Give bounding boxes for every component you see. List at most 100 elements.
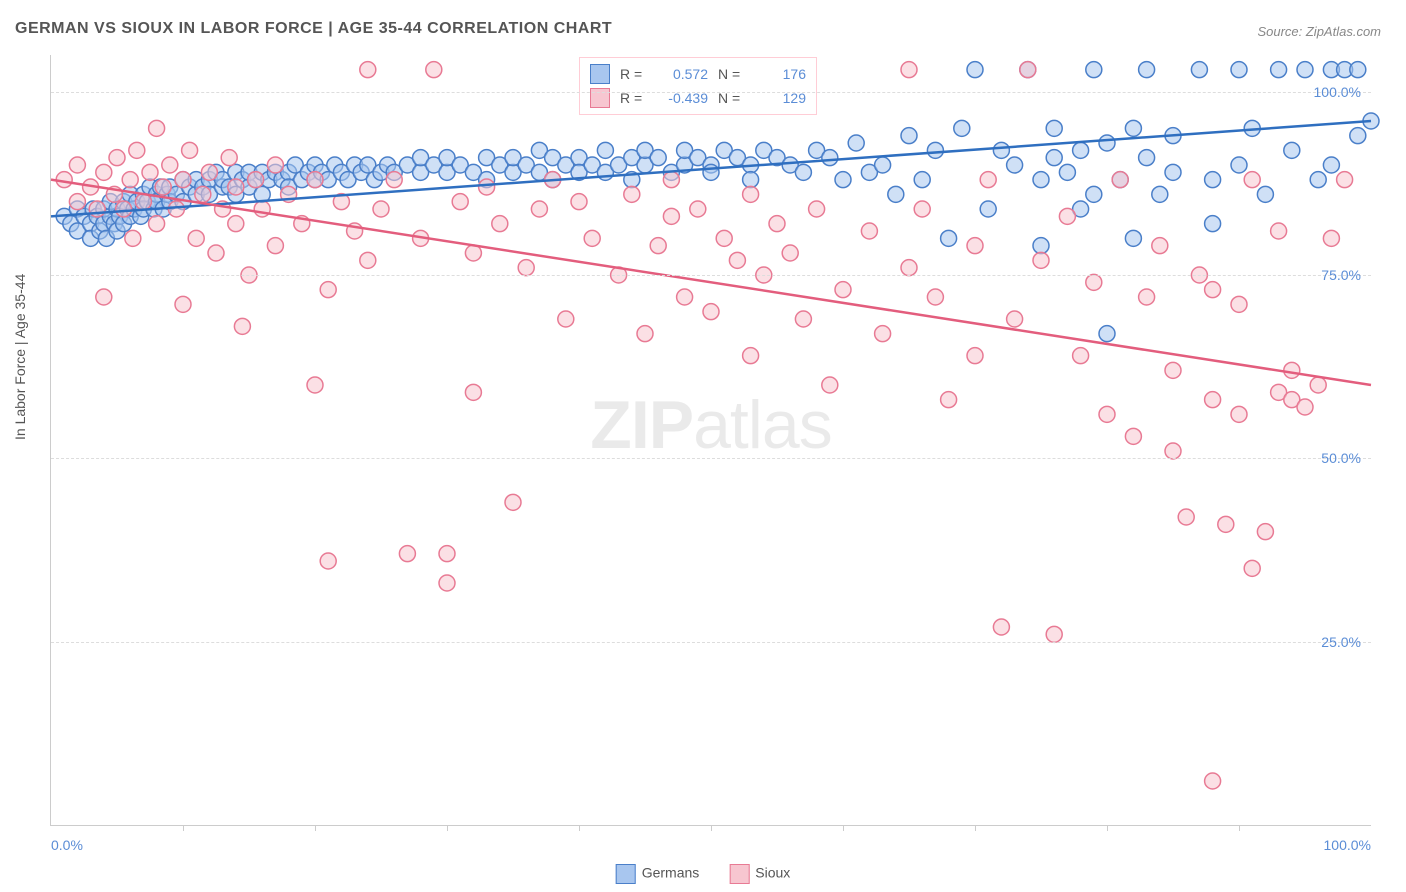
data-point	[1350, 62, 1366, 78]
data-point	[584, 230, 600, 246]
data-point	[1033, 172, 1049, 188]
data-point	[1046, 120, 1062, 136]
data-point	[558, 311, 574, 327]
data-point	[399, 546, 415, 562]
data-point	[1271, 223, 1287, 239]
data-point	[1007, 311, 1023, 327]
data-point	[96, 164, 112, 180]
data-point	[109, 150, 125, 166]
data-point	[125, 230, 141, 246]
data-point	[743, 186, 759, 202]
data-point	[439, 575, 455, 591]
data-point	[1033, 238, 1049, 254]
data-point	[221, 150, 237, 166]
data-point	[1257, 186, 1273, 202]
data-point	[320, 282, 336, 298]
data-point	[307, 172, 323, 188]
y-axis-title: In Labor Force | Age 35-44	[12, 274, 28, 440]
data-point	[1205, 172, 1221, 188]
x-minor-tick	[843, 825, 844, 831]
data-point	[967, 62, 983, 78]
scatter-svg	[51, 55, 1371, 825]
data-point	[1086, 274, 1102, 290]
data-point	[267, 238, 283, 254]
x-minor-tick	[579, 825, 580, 831]
data-point	[1059, 208, 1075, 224]
data-point	[875, 157, 891, 173]
data-point	[320, 553, 336, 569]
data-point	[1231, 296, 1247, 312]
data-point	[835, 172, 851, 188]
data-point	[993, 619, 1009, 635]
data-point	[122, 172, 138, 188]
data-point	[505, 494, 521, 510]
data-point	[1271, 62, 1287, 78]
data-point	[1218, 516, 1234, 532]
data-point	[518, 260, 534, 276]
x-tick-label: 0.0%	[51, 837, 83, 853]
data-point	[1099, 135, 1115, 151]
data-point	[1257, 524, 1273, 540]
data-point	[1139, 150, 1155, 166]
n-value: 129	[756, 86, 806, 110]
y-tick-label: 50.0%	[1321, 450, 1361, 466]
data-point	[1310, 377, 1326, 393]
x-minor-tick	[1239, 825, 1240, 831]
data-point	[1244, 172, 1260, 188]
data-point	[1165, 362, 1181, 378]
data-point	[1139, 289, 1155, 305]
chart-container: GERMAN VS SIOUX IN LABOR FORCE | AGE 35-…	[0, 0, 1406, 892]
data-point	[914, 172, 930, 188]
data-point	[769, 216, 785, 232]
data-point	[663, 172, 679, 188]
data-point	[690, 201, 706, 217]
data-point	[96, 289, 112, 305]
r-label: R =	[620, 86, 648, 110]
data-point	[373, 201, 389, 217]
data-point	[861, 223, 877, 239]
plot-area: ZIPatlas R =0.572N =176R =-0.439N =129 2…	[50, 55, 1371, 826]
data-point	[1086, 186, 1102, 202]
data-point	[479, 179, 495, 195]
data-point	[703, 304, 719, 320]
data-point	[1099, 326, 1115, 342]
data-point	[597, 142, 613, 158]
data-point	[531, 201, 547, 217]
y-tick-label: 100.0%	[1314, 84, 1361, 100]
data-point	[1310, 172, 1326, 188]
legend-swatch	[590, 64, 610, 84]
data-point	[743, 172, 759, 188]
data-point	[624, 186, 640, 202]
data-point	[795, 164, 811, 180]
data-point	[439, 546, 455, 562]
legend-row: R =0.572N =176	[590, 62, 806, 86]
y-tick-label: 75.0%	[1321, 267, 1361, 283]
r-value: -0.439	[658, 86, 708, 110]
data-point	[1059, 164, 1075, 180]
legend-swatch	[729, 864, 749, 884]
data-point	[149, 216, 165, 232]
data-point	[967, 348, 983, 364]
gridline-horizontal	[51, 458, 1371, 459]
data-point	[386, 172, 402, 188]
data-point	[1191, 62, 1207, 78]
data-point	[1231, 157, 1247, 173]
data-point	[1086, 62, 1102, 78]
data-point	[1139, 62, 1155, 78]
data-point	[307, 377, 323, 393]
data-point	[267, 157, 283, 173]
x-minor-tick	[975, 825, 976, 831]
data-point	[875, 326, 891, 342]
data-point	[703, 164, 719, 180]
data-point	[69, 157, 85, 173]
legend-row: R =-0.439N =129	[590, 86, 806, 110]
chart-title: GERMAN VS SIOUX IN LABOR FORCE | AGE 35-…	[15, 20, 612, 38]
gridline-horizontal	[51, 642, 1371, 643]
data-point	[452, 194, 468, 210]
data-point	[168, 201, 184, 217]
data-point	[637, 326, 653, 342]
data-point	[228, 179, 244, 195]
data-point	[1244, 560, 1260, 576]
data-point	[142, 164, 158, 180]
y-tick-label: 25.0%	[1321, 634, 1361, 650]
